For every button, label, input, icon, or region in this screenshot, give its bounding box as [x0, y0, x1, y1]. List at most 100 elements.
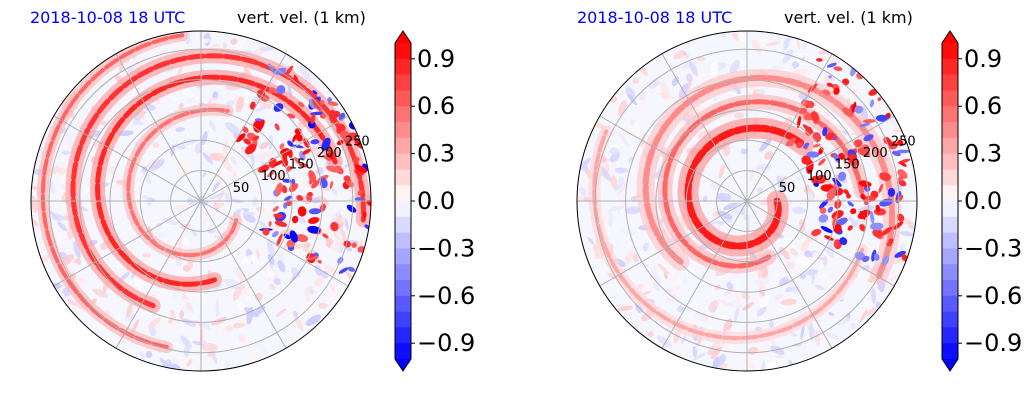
colorbar-segment: [942, 201, 958, 218]
updraft-cell: [319, 203, 327, 212]
updraft-cell: [322, 155, 332, 161]
updraft-cell: [273, 213, 284, 219]
colorbar-segment: [395, 232, 411, 249]
radial-tick-label: 100: [261, 169, 286, 184]
field-speckle: [643, 109, 653, 114]
colorbar-segment: [395, 201, 411, 218]
colorbar-segment: [395, 106, 411, 123]
field-speckle: [609, 147, 620, 156]
field-speckle: [199, 322, 211, 330]
downdraft-cell: [828, 75, 833, 79]
updraft-cell: [268, 87, 274, 95]
field-speckle: [92, 288, 109, 298]
radial-tick-label: 150: [289, 158, 314, 173]
field-speckle: [61, 150, 71, 156]
grid-spoke: [115, 53, 202, 202]
updraft-cell: [898, 179, 907, 187]
field-speckle: [742, 301, 755, 311]
colorbar-tick-label: 0.9: [417, 45, 455, 73]
field-speckle: [277, 260, 286, 273]
grid-spoke: [200, 115, 349, 202]
colorbar-segment: [942, 74, 958, 91]
polar-plot-right: 2018-10-08 18 UTC vert. vel. (1 km) 50 10…: [576, 8, 1022, 372]
field-speckle: [723, 202, 738, 211]
colorbar-tick-label: −0.9: [417, 329, 475, 357]
field-speckle: [796, 37, 801, 50]
updraft-cell: [833, 87, 840, 95]
velocity-field-right: [577, 31, 917, 371]
colorbar-segment: [395, 343, 411, 360]
field-speckle: [800, 63, 811, 72]
grid-spoke: [746, 115, 895, 202]
field-speckle: [577, 195, 585, 202]
field-speckle: [215, 299, 220, 317]
updraft-cell: [843, 189, 850, 195]
downdraft-cell: [837, 171, 847, 181]
downdraft-cell: [312, 90, 318, 95]
colorbar-segment: [942, 343, 958, 360]
field-speckle: [291, 267, 301, 279]
radial-tick-label: 100: [807, 169, 832, 184]
field-speckle: [861, 265, 870, 271]
updraft-cell: [252, 135, 260, 141]
colorbar-segment: [942, 280, 958, 297]
colorbar-extend-min: [942, 359, 958, 371]
downdraft-cell: [854, 251, 866, 261]
updraft-cell: [351, 242, 357, 248]
field-speckle: [822, 255, 828, 267]
colorbar-segment: [942, 137, 958, 154]
field-speckle: [820, 273, 828, 280]
grid-spoke: [200, 200, 349, 287]
field-speckle: [857, 205, 875, 213]
field-speckle: [617, 176, 625, 188]
downdraft-cell: [894, 250, 906, 258]
field-speckle: [243, 323, 249, 331]
updraft-cell: [357, 189, 363, 196]
field-speckle: [167, 210, 179, 223]
updraft-cell: [311, 180, 320, 189]
field-speckle: [198, 32, 205, 41]
updraft-cell: [296, 195, 304, 202]
field-speckle: [786, 261, 795, 270]
updraft-cell: [802, 124, 814, 134]
field-speckle: [240, 254, 257, 266]
field-speckle: [168, 96, 181, 102]
field-speckle: [152, 142, 160, 149]
colorbar-segment: [395, 58, 411, 75]
field-speckle: [180, 335, 192, 349]
field-speckle: [209, 99, 220, 104]
updraft-cell: [853, 139, 863, 148]
field-speckle: [180, 87, 195, 99]
colorbar-segment: [395, 169, 411, 186]
updraft-cell: [875, 204, 881, 213]
field-speckle: [627, 94, 637, 106]
polar-plot-left: 2018-10-08 18 UTC vert. vel. (1 km) 50 10…: [30, 8, 475, 372]
field-speckle: [215, 202, 225, 209]
field-speckle: [616, 183, 628, 196]
colorbar-segment: [942, 153, 958, 170]
field-speckle: [172, 183, 182, 194]
field-speckle: [302, 180, 312, 187]
updraft-cell: [249, 101, 256, 110]
downdraft-cell: [839, 237, 848, 246]
field-speckle: [73, 241, 81, 259]
updraft-cell: [274, 220, 288, 227]
updraft-cell: [826, 187, 836, 201]
field-speckle: [171, 290, 179, 298]
field-speckle: [671, 76, 680, 87]
colorbar-segment: [395, 137, 411, 154]
field-speckle: [142, 252, 151, 258]
field-speckle: [243, 287, 251, 296]
field-speckle: [265, 102, 273, 110]
field-speckle: [610, 175, 618, 189]
field-speckle: [638, 91, 646, 101]
grid-spoke: [746, 200, 833, 349]
field-speckle: [176, 298, 194, 304]
updraft-cell: [340, 130, 350, 140]
updraft-cell: [810, 111, 819, 122]
field-speckle: [227, 116, 236, 123]
field-speckle: [697, 56, 705, 62]
grid-spoke: [661, 200, 748, 349]
field-speckle: [716, 354, 726, 368]
updraft-cell: [796, 141, 804, 149]
